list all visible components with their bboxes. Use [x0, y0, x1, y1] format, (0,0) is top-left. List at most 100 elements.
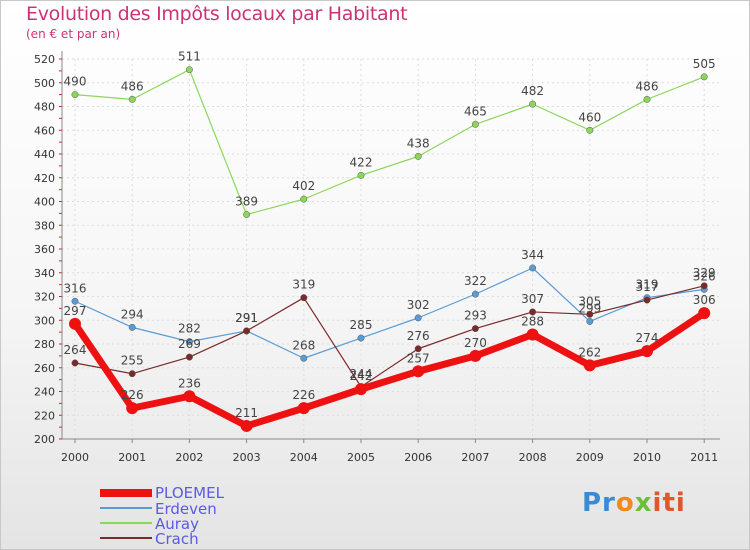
data-label-crach: 255	[121, 354, 144, 368]
data-label-crach: 264	[64, 343, 87, 357]
data-label-erdeven: 285	[350, 318, 373, 332]
data-label-auray: 482	[521, 84, 544, 98]
x-tick-label: 2008	[519, 451, 547, 464]
data-label-erdeven: 326	[693, 269, 716, 283]
chart-title: Evolution des Impôts locaux par Habitant	[26, 3, 408, 25]
data-label-erdeven: 316	[64, 281, 87, 295]
data-point-auray	[300, 195, 308, 203]
x-tick-label: 2003	[233, 451, 261, 464]
x-tick-label: 2010	[633, 451, 661, 464]
data-label-ploemel: 274	[636, 331, 659, 345]
data-label-auray: 422	[350, 155, 373, 169]
data-point-ploemel	[583, 359, 596, 372]
data-label-erdeven: 282	[178, 322, 201, 336]
data-point-ploemel	[698, 307, 711, 320]
data-point-auray	[128, 95, 136, 103]
data-label-auray: 460	[578, 110, 601, 124]
data-label-ploemel: 236	[178, 376, 201, 390]
data-label-ploemel: 306	[693, 293, 716, 307]
proxiti-logo: Proxiti	[582, 488, 686, 518]
y-tick-label: 500	[34, 77, 55, 90]
data-point-ploemel	[526, 328, 539, 341]
data-point-crach	[414, 345, 422, 353]
y-tick-label: 520	[34, 53, 55, 66]
data-label-crach: 244	[350, 367, 373, 381]
data-label-erdeven: 299	[578, 301, 601, 315]
data-label-auray: 438	[407, 136, 430, 150]
data-label-crach: 317	[636, 280, 659, 294]
data-label-auray: 511	[178, 50, 201, 64]
y-tick-label: 420	[34, 172, 55, 185]
data-label-auray: 490	[64, 75, 87, 89]
y-tick-label: 380	[34, 219, 55, 232]
data-point-erdeven	[586, 317, 594, 325]
data-point-crach	[586, 310, 594, 318]
data-point-ploemel	[69, 317, 81, 330]
data-label-erdeven: 268	[292, 338, 315, 352]
data-label-auray: 389	[235, 195, 258, 209]
data-point-crach	[243, 327, 251, 335]
data-label-crach: 276	[407, 329, 430, 343]
data-point-ploemel	[641, 345, 653, 358]
data-label-erdeven: 322	[464, 274, 487, 288]
y-tick-label: 340	[34, 267, 55, 280]
data-point-ploemel	[469, 349, 482, 362]
data-point-crach	[643, 296, 651, 304]
y-tick-label: 240	[34, 386, 55, 399]
x-tick-label: 2004	[290, 451, 318, 464]
data-label-crach: 291	[235, 311, 258, 325]
data-point-ploemel	[355, 383, 367, 396]
y-tick-label: 280	[34, 338, 55, 351]
data-point-erdeven	[471, 290, 479, 298]
data-point-auray	[71, 91, 79, 99]
data-point-erdeven	[300, 354, 308, 362]
data-point-ploemel	[183, 390, 196, 403]
y-tick-label: 220	[34, 409, 55, 422]
y-tick-label: 480	[34, 101, 55, 114]
data-point-auray	[586, 126, 594, 134]
data-point-erdeven	[128, 323, 136, 331]
data-point-crach	[529, 308, 537, 316]
x-tick-label: 2000	[61, 451, 89, 464]
x-tick-label: 2009	[576, 451, 604, 464]
data-label-ploemel: 262	[578, 345, 601, 359]
data-point-crach	[185, 353, 193, 361]
series-line-ploemel	[72, 310, 707, 430]
data-label-ploemel: 257	[407, 351, 430, 365]
data-point-ploemel	[126, 402, 139, 415]
data-label-ploemel: 270	[464, 336, 487, 350]
data-point-erdeven	[357, 334, 365, 342]
data-label-ploemel: 242	[350, 369, 373, 383]
legend-label-erdeven: Erdeven	[155, 500, 217, 518]
data-point-crach	[471, 325, 479, 333]
data-point-crach	[128, 370, 136, 378]
data-label-ploemel: 297	[64, 304, 87, 318]
data-point-erdeven	[529, 264, 537, 272]
chart-subtitle: (en € et par an)	[26, 27, 121, 41]
x-tick-label: 2001	[118, 451, 146, 464]
series-line-crach	[74, 285, 705, 388]
data-label-crach: 307	[521, 292, 544, 306]
data-label-ploemel: 211	[235, 406, 258, 420]
data-point-auray	[643, 95, 651, 103]
series-line-erdeven	[74, 267, 705, 359]
data-label-auray: 402	[292, 179, 315, 193]
data-point-erdeven	[185, 338, 193, 346]
y-tick-label: 400	[34, 196, 55, 209]
data-label-auray: 486	[121, 79, 144, 93]
data-point-auray	[185, 66, 193, 74]
data-label-auray: 486	[636, 79, 659, 93]
y-tick-label: 440	[34, 148, 55, 161]
data-point-auray	[529, 100, 537, 108]
data-point-crach	[700, 282, 708, 290]
y-tick-label: 320	[34, 291, 55, 304]
data-label-erdeven: 291	[235, 311, 258, 325]
x-tick-label: 2006	[404, 451, 432, 464]
y-tick-label: 260	[34, 362, 55, 375]
data-point-auray	[414, 152, 422, 160]
data-label-crach: 329	[693, 266, 716, 280]
data-point-auray	[471, 120, 479, 128]
legend-label-auray: Auray	[155, 515, 200, 533]
data-point-auray	[700, 73, 708, 81]
